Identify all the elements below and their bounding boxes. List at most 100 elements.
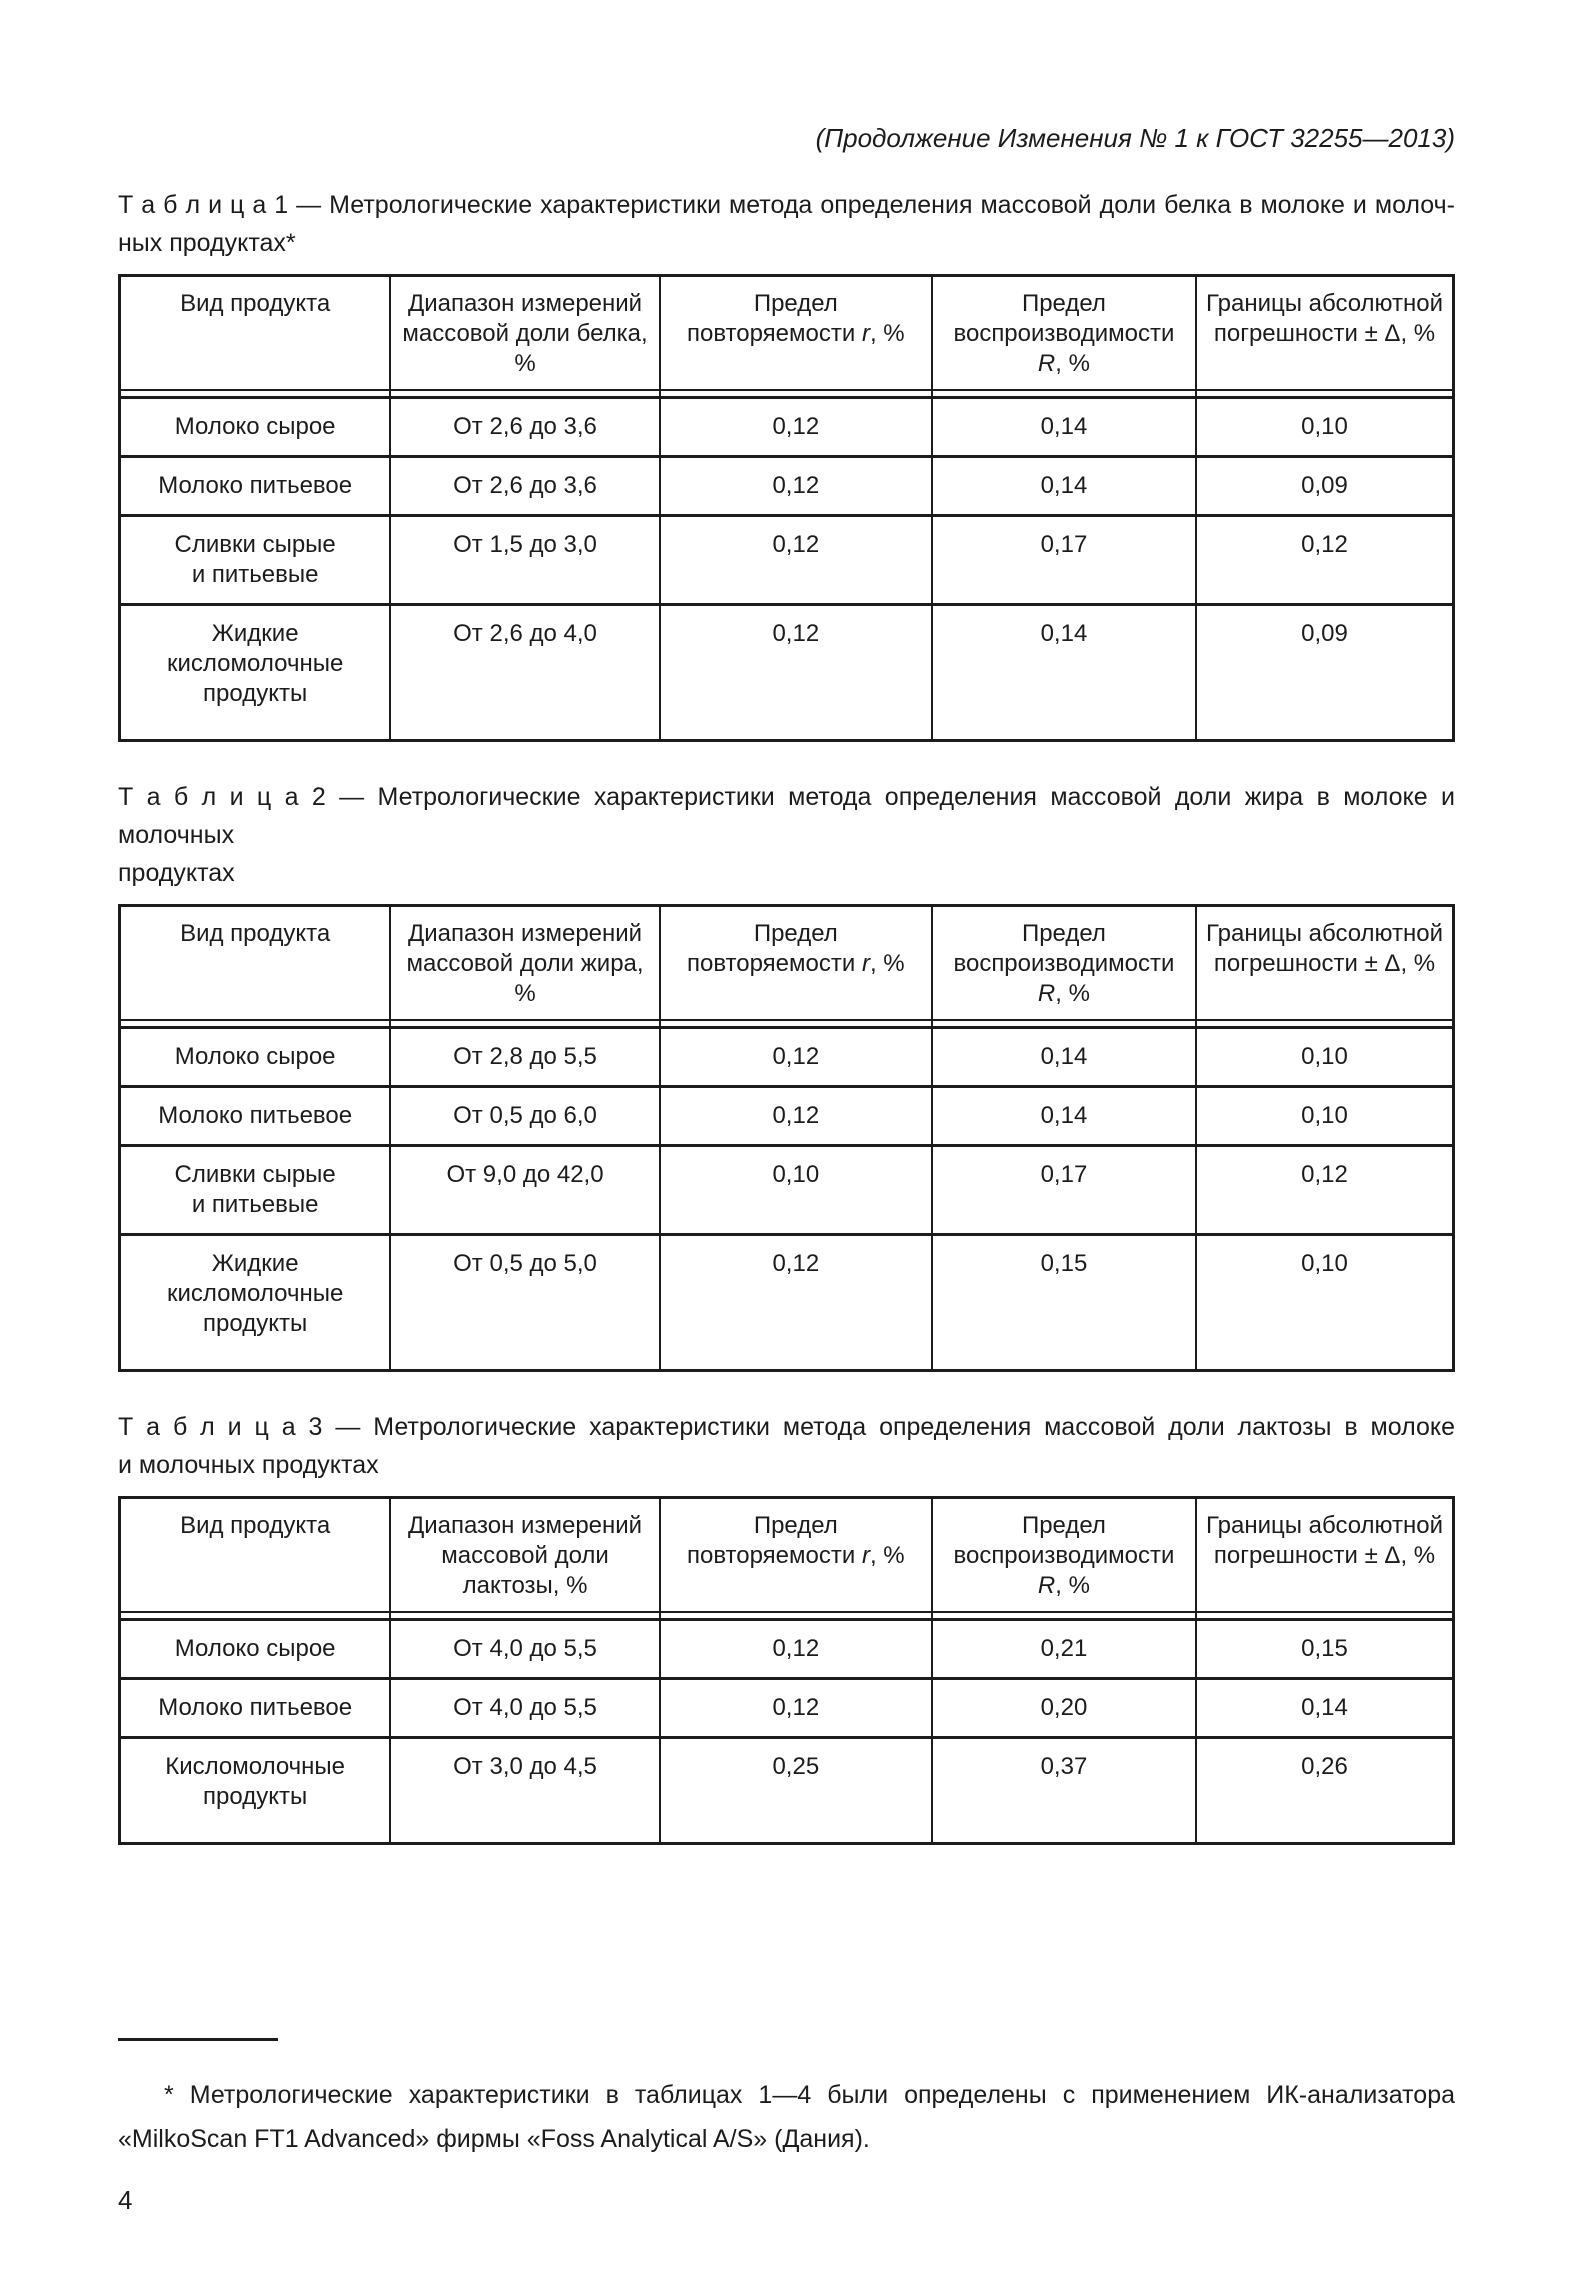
table-row: Молоко сырое От 4,0 до 5,5 0,12 0,21 0,15 [118,1619,1455,1679]
table-cell: 0,09 [1195,604,1455,741]
table-cell: Сливки сырые и питьевые [118,515,392,605]
column-header: Предел повторяемости r, % [658,1497,933,1612]
table-cell: Молоко питьевое [118,1086,392,1146]
table-cell: 0,10 [1195,397,1455,457]
divider-cell [118,1020,392,1028]
header-double-rule [118,1020,1455,1028]
column-header: Диапазон измерений массовой доли белка,% [389,275,661,390]
table-cell: От 9,0 до 42,0 [389,1145,661,1235]
header-double-rule [118,390,1455,398]
divider-cell [658,1020,933,1028]
table-cell: От 0,5 до 6,0 [389,1086,661,1146]
table-row: Молоко питьевое От 0,5 до 6,0 0,12 0,14 0,10 [118,1086,1455,1146]
table-cell: 0,17 [930,1145,1198,1235]
table-cell: 0,14 [930,604,1198,741]
divider-cell [658,1612,933,1620]
column-header: Границы абсолютной погрешности ± Δ, % [1195,905,1455,1020]
table-cell: 0,14 [930,1086,1198,1146]
table-row: Молоко питьевое От 4,0 до 5,5 0,12 0,20 0,14 [118,1678,1455,1738]
table-cell: 0,09 [1195,456,1455,516]
table-row: Жидкие кисломолочные продукты От 2,6 до 4,0… [118,604,1455,741]
table-1-section: Т а б л и ц а 1 — Метрологические характ… [118,186,1455,742]
divider-cell [1195,1020,1455,1028]
running-header-note: (Продолжение Изменения № 1 к ГОСТ 32255—… [815,123,1455,153]
table-2-head: Вид продукта Диапазон измерений массовой д… [118,905,1455,1020]
table-3-head: Вид продукта Диапазон измерений массовой д… [118,1497,1455,1612]
column-header: Предел воспроизводимости R, % [930,1497,1198,1612]
table-cell: Кисломолочные продукты [118,1737,392,1844]
table-cell: 0,10 [1195,1086,1455,1146]
table-cell: 0,14 [1195,1678,1455,1738]
table-cell: 0,12 [658,1678,933,1738]
table-cell: 0,12 [658,456,933,516]
column-header: Диапазон измерений массовой доли лактозы, … [389,1497,661,1612]
table-cell: 0,12 [658,1619,933,1679]
divider-cell [118,390,392,398]
column-header: Границы абсолютной погрешности ± Δ, % [1195,1497,1455,1612]
caption-line: и молочных продуктах [118,1451,379,1479]
table-cell: 0,12 [658,1027,933,1087]
table-cell: Молоко сырое [118,397,392,457]
caption-line: продуктах [118,859,235,887]
column-header: Предел повторяемости r, % [658,275,933,390]
table-1-head: Вид продукта Диапазон измерений массовой д… [118,275,1455,390]
table-2-caption: Т а б л и ц а 2 — Метрологические характ… [118,778,1455,892]
table-3-body: Молоко сырое От 4,0 до 5,5 0,12 0,21 0,15 Мол… [118,1612,1455,1844]
table-cell: 0,12 [1195,515,1455,605]
table-cell: 0,10 [1195,1234,1455,1371]
table-cell: Жидкие кисломолочные продукты [118,604,392,741]
table-cell: 0,12 [658,515,933,605]
table-cell: 0,10 [1195,1027,1455,1087]
footnote-line: * Метрологические характеристики в табли… [164,2081,1455,2109]
table-cell: От 0,5 до 5,0 [389,1234,661,1371]
table-1-body: Молоко сырое От 2,6 до 3,6 0,12 0,14 0,10 Мол… [118,390,1455,741]
divider-cell [930,1020,1198,1028]
table-cell: 0,26 [1195,1737,1455,1844]
table-cell: От 2,6 до 4,0 [389,604,661,741]
table-row: Молоко сырое От 2,8 до 5,5 0,12 0,14 0,10 [118,1027,1455,1087]
column-header: Границы абсолютной погрешности ± Δ, % [1195,275,1455,390]
column-header: Предел воспроизводимости R, % [930,905,1198,1020]
table-cell: От 2,6 до 3,6 [389,397,661,457]
page-footer: * Метрологические характеристики в табли… [118,2038,1455,2216]
table-cell: 0,17 [930,515,1198,605]
table-2: Вид продукта Диапазон измерений массовой д… [118,904,1455,1372]
table-cell: 0,12 [658,604,933,741]
header-row: Вид продукта Диапазон измерений массовой д… [118,905,1455,1020]
caption-line: Т а б л и ц а 2 — Метрологические характ… [118,783,1455,849]
table-cell: 0,21 [930,1619,1198,1679]
table-cell: От 2,6 до 3,6 [389,456,661,516]
table-cell: Молоко сырое [118,1619,392,1679]
table-cell: 0,10 [658,1145,933,1235]
table-cell: 0,37 [930,1737,1198,1844]
column-header: Предел повторяемости r, % [658,905,933,1020]
table-cell: 0,15 [930,1234,1198,1371]
table-row: Сливки сырые и питьевые От 1,5 до 3,0 0,12 0… [118,515,1455,605]
table-row: Жидкие кисломолочные продукты От 0,5 до 5,0… [118,1234,1455,1371]
page-number: 4 [118,2185,133,2215]
table-cell: 0,12 [1195,1145,1455,1235]
table-cell: 0,14 [930,456,1198,516]
table-cell: 0,12 [658,1086,933,1146]
header-row: Вид продукта Диапазон измерений массовой д… [118,275,1455,390]
divider-cell [1195,1612,1455,1620]
column-header: Вид продукта [118,1497,392,1612]
footnote-rule [118,2038,278,2041]
header-double-rule [118,1612,1455,1620]
divider-cell [1195,390,1455,398]
table-3: Вид продукта Диапазон измерений массовой д… [118,1496,1455,1845]
table-cell: 0,12 [658,1234,933,1371]
column-header: Вид продукта [118,275,392,390]
table-cell: 0,12 [658,397,933,457]
table-cell: От 2,8 до 5,5 [389,1027,661,1087]
divider-cell [930,1612,1198,1620]
table-cell: Жидкие кисломолочные продукты [118,1234,392,1371]
table-cell: Молоко питьевое [118,1678,392,1738]
column-header: Диапазон измерений массовой доли жира,% [389,905,661,1020]
table-cell: 0,25 [658,1737,933,1844]
header-row: Вид продукта Диапазон измерений массовой д… [118,1497,1455,1612]
table-3-caption: Т а б л и ц а 3 — Метрологические характ… [118,1408,1455,1484]
table-cell: От 1,5 до 3,0 [389,515,661,605]
caption-line: ных продуктах* [118,229,296,257]
